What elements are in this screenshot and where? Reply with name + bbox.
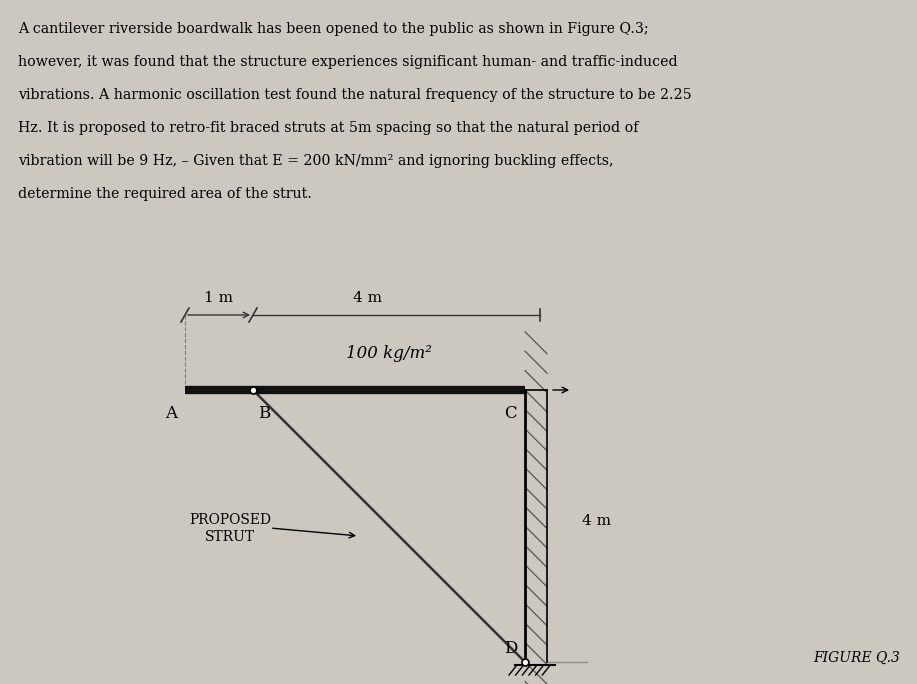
Text: 100 kg/m²: 100 kg/m² — [346, 345, 432, 362]
Text: 4 m: 4 m — [353, 291, 381, 305]
Text: 1 m: 1 m — [204, 291, 234, 305]
Text: C: C — [504, 405, 517, 422]
Text: PROPOSED: PROPOSED — [189, 513, 271, 527]
Text: B: B — [258, 405, 271, 422]
Text: A cantilever riverside boardwalk has been opened to the public as shown in Figur: A cantilever riverside boardwalk has bee… — [18, 22, 648, 36]
Text: Hz. It is proposed to retro-fit braced struts at 5m spacing so that the natural : Hz. It is proposed to retro-fit braced s… — [18, 121, 638, 135]
Text: however, it was found that the structure experiences significant human- and traf: however, it was found that the structure… — [18, 55, 678, 69]
Text: 4 m: 4 m — [582, 514, 611, 528]
Text: determine the required area of the strut.: determine the required area of the strut… — [18, 187, 312, 201]
Text: STRUT: STRUT — [204, 530, 255, 544]
Text: D: D — [503, 640, 517, 657]
Text: vibration will be 9 Hz, – Given that E = 200 kN/mm² and ignoring buckling effect: vibration will be 9 Hz, – Given that E =… — [18, 154, 613, 168]
Text: vibrations. A harmonic oscillation test found the natural frequency of the struc: vibrations. A harmonic oscillation test … — [18, 88, 691, 102]
Text: A: A — [165, 405, 177, 422]
Text: FIGURE Q.3: FIGURE Q.3 — [813, 651, 900, 665]
